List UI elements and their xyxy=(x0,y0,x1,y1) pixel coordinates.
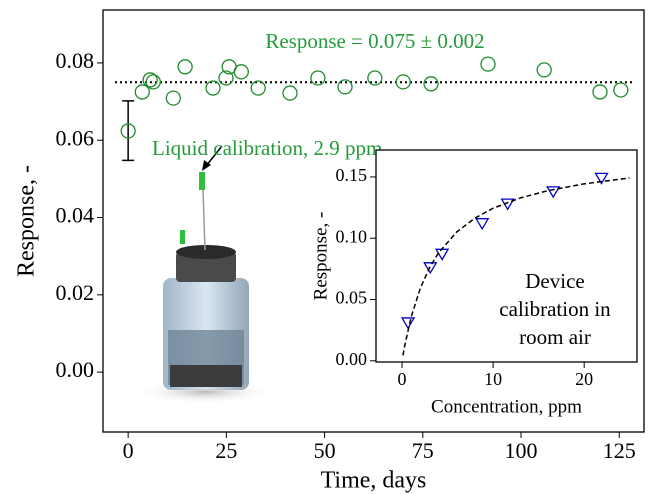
annotation: calibration in xyxy=(499,297,611,321)
annotation: Response = 0.075 ± 0.002 xyxy=(265,29,484,53)
x-tick-label: 25 xyxy=(215,438,237,463)
x-tick-label: 0 xyxy=(123,438,134,463)
data-point xyxy=(537,63,551,77)
x-tick-label: 125 xyxy=(603,438,636,463)
x-axis-label: Concentration, ppm xyxy=(431,396,582,417)
data-point xyxy=(166,91,180,105)
data-point xyxy=(481,57,495,71)
data-point xyxy=(135,85,149,99)
data-point xyxy=(283,86,297,100)
data-point xyxy=(614,83,628,97)
annotation: Liquid calibration, 2.9 ppm xyxy=(152,136,382,160)
vial-illustration xyxy=(135,172,275,404)
y-tick-label: 0.00 xyxy=(56,357,95,382)
y-tick-label: 0.05 xyxy=(336,288,368,308)
x-tick-label: 100 xyxy=(505,438,538,463)
data-point xyxy=(178,60,192,74)
x-tick-label: 50 xyxy=(314,438,336,463)
y-tick-label: 0.08 xyxy=(56,48,95,73)
data-point xyxy=(593,85,607,99)
x-tick-label: 20 xyxy=(575,369,593,389)
chart: 02550751001250.000.020.040.060.08Time, d… xyxy=(0,0,654,494)
y-tick-label: 0.15 xyxy=(336,165,368,185)
annotation: room air xyxy=(519,325,591,349)
y-tick-label: 0.02 xyxy=(56,280,95,305)
x-tick-label: 10 xyxy=(484,369,502,389)
x-tick-label: 75 xyxy=(412,438,434,463)
data-point xyxy=(206,81,220,95)
data-point xyxy=(396,75,410,89)
data-point xyxy=(368,71,382,85)
annotation: Device xyxy=(525,269,584,293)
error-bar xyxy=(122,101,134,161)
data-point xyxy=(251,81,265,95)
y-tick-label: 0.04 xyxy=(56,203,95,228)
x-tick-label: 0 xyxy=(398,369,407,389)
data-point xyxy=(234,65,248,79)
data-point xyxy=(424,77,438,91)
y-axis-label: Response, - xyxy=(310,212,331,301)
y-axis-label: Response, - xyxy=(14,165,40,277)
data-point xyxy=(311,71,325,85)
y-tick-label: 0.00 xyxy=(336,349,368,369)
y-tick-label: 0.10 xyxy=(336,226,368,246)
x-axis-label: Time, days xyxy=(321,468,427,494)
y-tick-label: 0.06 xyxy=(56,125,95,150)
